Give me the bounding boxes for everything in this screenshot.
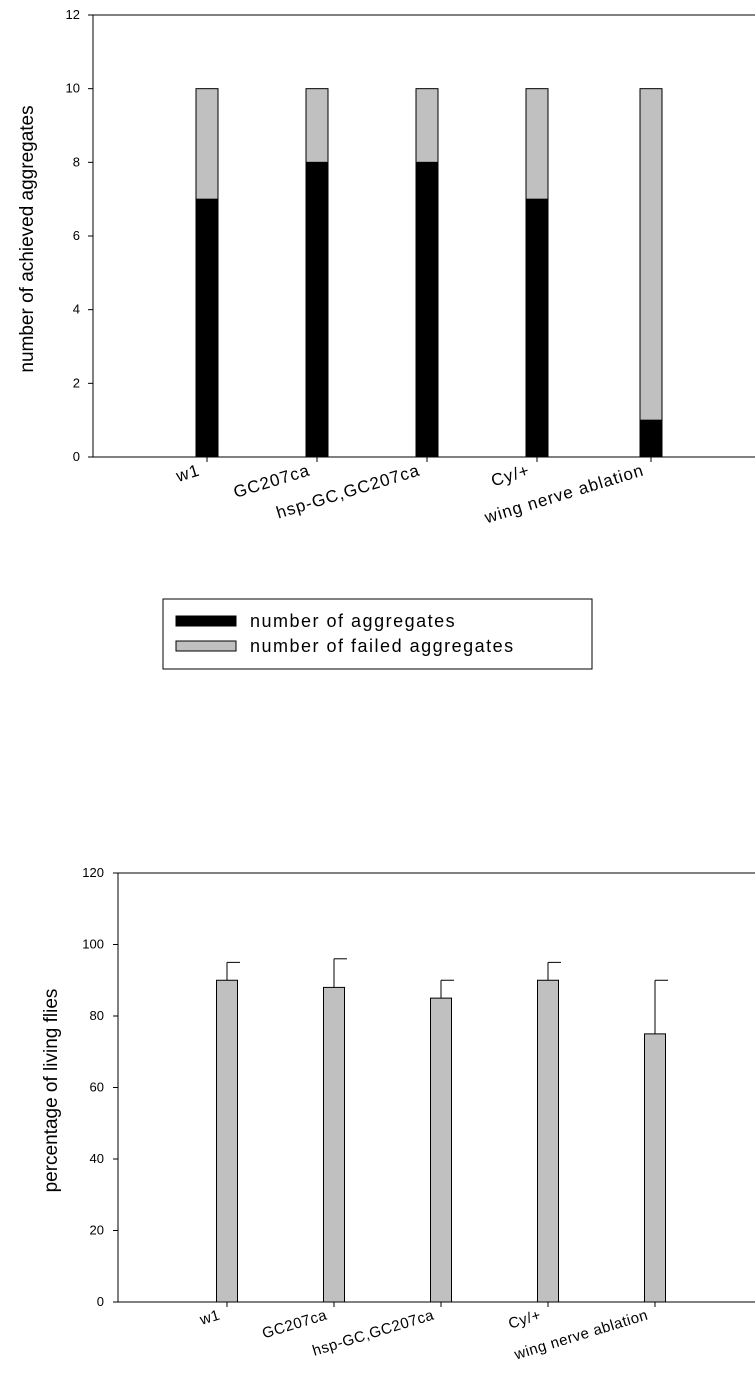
bar-aggregates-2 bbox=[415, 161, 439, 458]
bar-failed-0 bbox=[195, 88, 219, 200]
bar-aggregates-3 bbox=[525, 198, 549, 458]
x-tick-label: Cy/+ bbox=[489, 461, 532, 491]
bars-group bbox=[216, 958, 668, 1303]
bar-failed-2 bbox=[415, 88, 439, 163]
y-axis-ticks: 0 2 4 6 8 10 12 bbox=[66, 7, 93, 464]
bar-failed-3 bbox=[525, 88, 549, 200]
y-tick-label: 120 bbox=[82, 865, 104, 880]
x-tick-label: w1 bbox=[197, 1307, 222, 1329]
bars-group bbox=[195, 88, 663, 458]
bar-aggregates-1 bbox=[305, 161, 329, 458]
y-tick-label: 20 bbox=[90, 1223, 104, 1238]
y-tick-label: 80 bbox=[90, 1008, 104, 1023]
y-tick-label: 0 bbox=[73, 449, 80, 464]
bar-living-0 bbox=[216, 979, 238, 1303]
x-tick-label: Cy/+ bbox=[506, 1307, 543, 1333]
x-tick-label: hsp-GC,GC207ca bbox=[310, 1307, 436, 1360]
bar-failed-1 bbox=[305, 88, 329, 163]
y-tick-label: 60 bbox=[90, 1080, 104, 1095]
x-tick-label: w1 bbox=[173, 461, 202, 486]
legend-swatch-failed bbox=[175, 640, 237, 652]
bar-living-1 bbox=[323, 986, 345, 1303]
legend-label-failed: number of failed aggregates bbox=[250, 636, 515, 656]
y-tick-label: 12 bbox=[66, 7, 80, 22]
y-tick-label: 0 bbox=[97, 1294, 104, 1309]
y-axis-title: number of achieved aggregates bbox=[17, 105, 38, 372]
y-tick-label: 8 bbox=[73, 154, 80, 169]
bar-failed-4 bbox=[639, 88, 663, 421]
y-axis-title: percentage of living flies bbox=[41, 989, 62, 1193]
bar-living-2 bbox=[430, 997, 452, 1303]
bar-living-4 bbox=[644, 1033, 666, 1303]
y-tick-label: 2 bbox=[73, 375, 80, 390]
y-tick-label: 6 bbox=[73, 228, 80, 243]
y-tick-label: 40 bbox=[90, 1151, 104, 1166]
legend: number of aggregates number of failed ag… bbox=[162, 598, 593, 670]
legend-label-aggregates: number of aggregates bbox=[250, 611, 456, 631]
legend-swatch-aggregates bbox=[175, 615, 237, 627]
bar-aggregates-4 bbox=[639, 419, 663, 458]
stacked-bar-chart: number of achieved aggregates 024681012 … bbox=[17, 7, 755, 670]
x-tick-label: GC207ca bbox=[260, 1307, 329, 1343]
y-axis-ticks: 0 20 40 60 80 100 120 bbox=[82, 865, 118, 1309]
bar-aggregates-0 bbox=[195, 198, 219, 458]
y-tick-label: 10 bbox=[66, 81, 80, 96]
y-tick-label: 100 bbox=[82, 937, 104, 952]
error-bar-chart: percentage of living flies 0 20 40 60 80 100 1… bbox=[41, 865, 755, 1364]
legend-frame bbox=[162, 598, 593, 670]
bar-living-3 bbox=[537, 979, 559, 1303]
y-tick-label: 4 bbox=[73, 302, 80, 317]
